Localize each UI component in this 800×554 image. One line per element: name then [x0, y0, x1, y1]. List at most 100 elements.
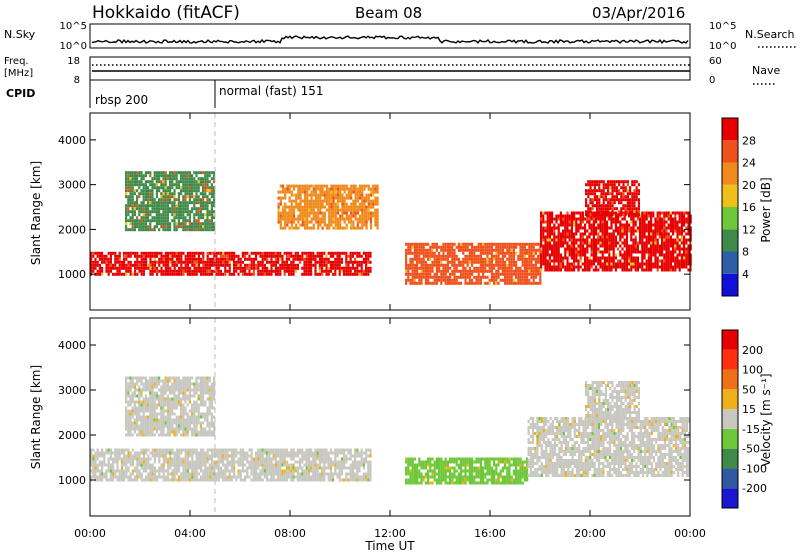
power-colorbar-segment	[722, 273, 738, 296]
cpid-segment-2: normal (fast) 151	[219, 84, 323, 98]
freq-tick-bottom: 8	[74, 75, 80, 86]
x-tick-label: 00:00	[74, 527, 106, 540]
velocity-echo-upper_arc	[125, 376, 216, 437]
power-ytick-label: 2000	[58, 223, 86, 236]
power-colorbar-tick: 12	[742, 223, 756, 236]
power-panel: 1000 2000 3000 4000 Slant Range [km]	[29, 112, 692, 311]
power-colorbar-frame	[721, 117, 739, 297]
nsky-label: N.Sky	[4, 28, 36, 41]
power-echo-high_patch	[585, 180, 640, 217]
velocity-colorbar-segment	[722, 349, 738, 370]
power-colorbar-segment	[722, 251, 738, 274]
nave-label: Nave	[752, 64, 780, 77]
power-colorbar-tick: 8	[742, 246, 749, 259]
velocity-colorbar-frame	[721, 329, 739, 509]
power-colorbar-label: Power [dB]	[759, 177, 773, 242]
power-colorbar-segment	[722, 207, 738, 230]
power-echo-rising_arc	[277, 184, 379, 230]
velocity-colorbar-tick: 50	[742, 383, 756, 396]
velocity-x-ticks: 00:00 04:00 08:00 12:00 16:00 20:00 00:00	[74, 318, 706, 540]
velocity-ylabel: Slant Range [km]	[29, 365, 43, 469]
power-echo-regions	[90, 171, 692, 285]
power-ytick-label: 3000	[58, 179, 86, 192]
velocity-colorbar: 200 100 50 15 -15 -50 -100 -200	[721, 329, 767, 509]
power-echo-main_band	[90, 251, 372, 276]
velocity-colorbar-segment	[722, 428, 738, 449]
velocity-echo-green_lower	[405, 457, 529, 485]
velocity-colorbar-segment	[722, 448, 738, 469]
station-title: Hokkaido (fitACF)	[92, 3, 240, 23]
nave-tick-bottom: 0	[709, 75, 715, 86]
velocity-colorbar-segment	[722, 468, 738, 489]
beam-title: Beam 08	[355, 4, 422, 22]
power-ytick-label: 1000	[58, 268, 86, 281]
velocity-echo-ground_scatter_band	[90, 448, 372, 482]
cpid-segment-1: rbsp 200	[95, 93, 148, 107]
x-tick-label: 08:00	[274, 527, 306, 540]
x-tick-label: 12:00	[374, 527, 406, 540]
power-ytick-label: 4000	[58, 134, 86, 147]
power-echo-upper_arc	[125, 171, 216, 232]
nsearch-tick-top: 10^5	[709, 21, 736, 32]
velocity-colorbar-tick: 200	[742, 344, 763, 357]
nsky-tick-bottom: 10^0	[60, 41, 87, 52]
velocity-colorbar-tick: 100	[742, 364, 763, 377]
nsearch-tick-bottom: 10^0	[709, 41, 736, 52]
x-tick-label: 00:00	[674, 527, 706, 540]
velocity-colorbar-tick: -50	[742, 443, 760, 456]
freq-label-2: [MHz]	[4, 68, 33, 79]
velocity-colorbar-segment	[722, 389, 738, 410]
velocity-colorbar-tick: 15	[742, 403, 756, 416]
date-title: 03/Apr/2016	[592, 4, 685, 22]
power-colorbar-segment	[722, 118, 738, 141]
power-colorbar-tick: 16	[742, 201, 756, 214]
cpid-label: CPID	[6, 87, 35, 100]
velocity-echo-recovery_band	[527, 417, 691, 477]
x-tick-label: 20:00	[574, 527, 606, 540]
velocity-echo-regions	[90, 376, 691, 485]
power-echo-recovery_band	[540, 211, 692, 272]
velocity-ytick-label: 4000	[58, 339, 86, 352]
velocity-ytick-label: 3000	[58, 384, 86, 397]
power-colorbar-segment	[722, 162, 738, 185]
velocity-ytick-label: 2000	[58, 429, 86, 442]
freq-strip: Freq. [MHz] 18 8 60 0 Nave	[4, 56, 780, 86]
power-x-ticks	[89, 113, 691, 310]
power-colorbar-tick: 20	[742, 179, 756, 192]
velocity-colorbar-tick: -100	[742, 462, 767, 475]
velocity-colorbar-label: Velocity [m s⁻¹]	[759, 373, 773, 466]
nsky-trace	[91, 35, 689, 45]
nsearch-label: N.Search	[745, 28, 795, 41]
velocity-ytick-label: 1000	[58, 474, 86, 487]
nave-tick-top: 60	[709, 56, 722, 67]
freq-label-1: Freq.	[4, 56, 29, 67]
power-colorbar-tick: 24	[742, 157, 756, 170]
velocity-colorbar-segment	[722, 488, 738, 508]
power-colorbar-segment	[722, 229, 738, 252]
velocity-echo-high_patch	[585, 381, 640, 423]
velocity-panel: 1000 2000 3000 4000 00:00 04:00 08:00 12:00 16:…	[29, 317, 706, 540]
velocity-colorbar-tick: -15	[742, 423, 760, 436]
power-y-ticks: 1000 2000 3000 4000	[58, 134, 690, 281]
velocity-colorbar-segment	[722, 330, 738, 350]
power-ylabel: Slant Range [km]	[29, 161, 43, 265]
velocity-colorbar-tick: -200	[742, 482, 767, 495]
nsky-line	[91, 35, 689, 45]
power-colorbar-tick: 28	[742, 134, 756, 147]
cpid-strip: CPID rbsp 200 normal (fast) 151	[6, 80, 323, 108]
freq-tick-top: 18	[67, 56, 80, 67]
power-echo-lower_band	[405, 242, 542, 285]
power-colorbar-segment	[722, 184, 738, 207]
power-colorbar: 4 8 12 16 20 24 28	[721, 117, 756, 297]
power-colorbar-tick: 4	[742, 268, 749, 281]
nsky-strip: N.Sky 10^5 10^0 10^5 10^0 N.Search	[4, 21, 796, 52]
velocity-colorbar-segment	[722, 369, 738, 390]
velocity-colorbar-segment	[722, 409, 738, 429]
nsky-tick-top: 10^5	[60, 21, 87, 32]
x-axis-label: Time UT	[364, 539, 415, 553]
x-tick-label: 16:00	[474, 527, 506, 540]
power-colorbar-segment	[722, 140, 738, 163]
x-tick-label: 04:00	[174, 527, 206, 540]
velocity-y-ticks: 1000 2000 3000 4000	[58, 339, 690, 487]
